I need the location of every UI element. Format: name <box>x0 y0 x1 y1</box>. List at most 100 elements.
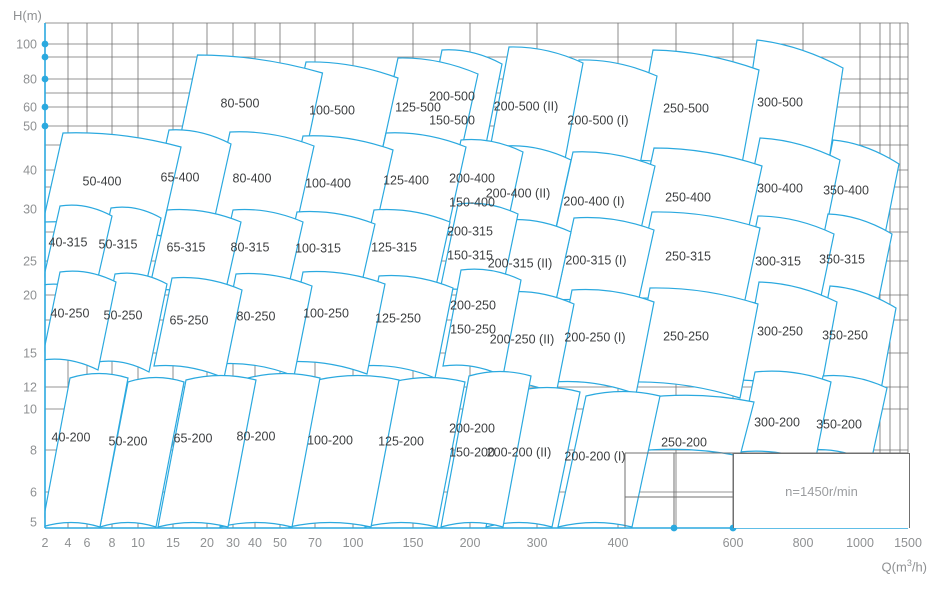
x-axis-title-post: /h) <box>911 559 927 575</box>
tile-label: 200-250 (II) <box>490 333 555 347</box>
y-tick-label: 15 <box>23 347 37 361</box>
x-tick-label: 50 <box>273 536 287 550</box>
x-tick-label: 4 <box>65 536 72 550</box>
tile-label: 200-400 (I) <box>563 195 624 209</box>
tile-200-200I <box>557 390 661 528</box>
tile-40-250 <box>41 270 117 371</box>
y-tick-label: 8 <box>30 444 37 458</box>
tile-label: 125-500 <box>395 101 441 115</box>
x-tick-label: 150 <box>403 536 424 550</box>
x-tick-label: 6 <box>84 536 91 550</box>
y-tick-label: 6 <box>30 486 37 500</box>
y-axis-marker-dot <box>41 53 49 61</box>
x-tick-label: 2 <box>42 536 49 550</box>
x-tick-label: 1500 <box>894 536 922 550</box>
tile-label: 125-315 <box>371 241 417 255</box>
y-axis-marker-dot <box>41 122 49 130</box>
tile-label: 50-200 <box>109 435 148 449</box>
tile-label: 350-315 <box>819 253 865 267</box>
y-tick-label: 40 <box>23 164 37 178</box>
tile-250-250 <box>631 287 759 399</box>
tile-label: 80-500 <box>221 97 260 111</box>
tile-label: 65-250 <box>170 314 209 328</box>
tile-label: 200-500 (II) <box>494 100 559 114</box>
tile-label: 200-400 <box>449 172 495 186</box>
tile-label: 100-200 <box>307 434 353 448</box>
tile-label: 350-400 <box>823 184 869 198</box>
tile-label: 300-250 <box>757 325 803 339</box>
y-axis-marker-dot <box>41 40 49 48</box>
tile-label: 65-400 <box>161 171 200 185</box>
x-tick-label: 1000 <box>846 536 874 550</box>
x-tick-label: 10 <box>131 536 145 550</box>
x-tick-label: 40 <box>248 536 262 550</box>
tile-label: 300-500 <box>757 96 803 110</box>
tile-label: 200-315 <box>447 225 493 239</box>
tile-label: 125-200 <box>378 435 424 449</box>
tile-label: 50-250 <box>104 309 143 323</box>
tile-label: 125-250 <box>375 312 421 326</box>
y-axis-marker-dot <box>41 75 49 83</box>
tile-label: 80-400 <box>233 172 272 186</box>
x-tick-label: 70 <box>308 536 322 550</box>
x-tick-label: 600 <box>723 536 744 550</box>
tile-label: 40-250 <box>51 307 90 321</box>
tile-label: 150-315 <box>447 249 493 263</box>
tile-label: 200-500 <box>429 90 475 104</box>
tile-label: 200-500 (I) <box>567 114 628 128</box>
tile-label: 80-315 <box>231 241 270 255</box>
tile-label: 200-315 (II) <box>488 257 553 271</box>
tile-label: 250-500 <box>663 102 709 116</box>
x-tick-label: 20 <box>200 536 214 550</box>
y-tick-label: 50 <box>23 120 37 134</box>
tile-label: 150-500 <box>429 114 475 128</box>
y-tick-label: 10 <box>23 403 37 417</box>
x-axis-title: Q(m3/h) <box>882 558 927 574</box>
tile-label: 300-400 <box>757 182 803 196</box>
tile-label: 350-250 <box>822 329 868 343</box>
mask-left <box>0 0 45 590</box>
tile-label: 100-250 <box>303 307 349 321</box>
tile-label: 250-400 <box>665 191 711 205</box>
x-tick-label: 300 <box>527 536 548 550</box>
tile-label: 150-250 <box>450 323 496 337</box>
tile-label: 100-400 <box>305 177 351 191</box>
tile-50-250 <box>96 272 168 373</box>
x-axis-marker-dot <box>670 524 678 532</box>
tile-40-200 <box>41 372 129 528</box>
tile-label: 100-500 <box>309 104 355 118</box>
y-tick-label: 12 <box>23 381 37 395</box>
mask-bottom <box>0 528 937 590</box>
tile-label: 250-200 <box>661 436 707 450</box>
y-axis-title: H(m) <box>13 8 42 23</box>
tile-label: 65-315 <box>167 241 206 255</box>
tile-label: 50-400 <box>83 175 122 189</box>
tile-label: 200-200 (II) <box>487 446 552 460</box>
tile-label: 40-315 <box>49 236 88 250</box>
tile-label: 300-315 <box>755 255 801 269</box>
x-tick-label: 15 <box>166 536 180 550</box>
tile-label: 350-200 <box>816 418 862 432</box>
x-tick-label: 800 <box>793 536 814 550</box>
speed-annotation-text: n=1450r/min <box>785 483 858 499</box>
tile-label: 200-200 <box>449 422 495 436</box>
tile-label: 250-250 <box>663 330 709 344</box>
tile-label: 80-200 <box>237 430 276 444</box>
tile-label: 200-200 (I) <box>564 450 625 464</box>
x-tick-label: 400 <box>608 536 629 550</box>
tile-200-200 <box>440 370 532 528</box>
tile-label: 65-200 <box>174 432 213 446</box>
tile-label: 50-315 <box>99 238 138 252</box>
tile-100-200 <box>288 374 400 528</box>
tile-65-200 <box>157 374 257 528</box>
y-tick-label: 20 <box>23 289 37 303</box>
y-tick-label: 60 <box>23 101 37 115</box>
x-axis-title-pre: Q(m <box>881 559 907 575</box>
y-tick-label: 80 <box>23 73 37 87</box>
tile-label: 200-250 <box>450 299 496 313</box>
tile-label: 150-400 <box>449 196 495 210</box>
tile-label: 40-200 <box>52 431 91 445</box>
y-tick-label: 100 <box>16 38 37 52</box>
